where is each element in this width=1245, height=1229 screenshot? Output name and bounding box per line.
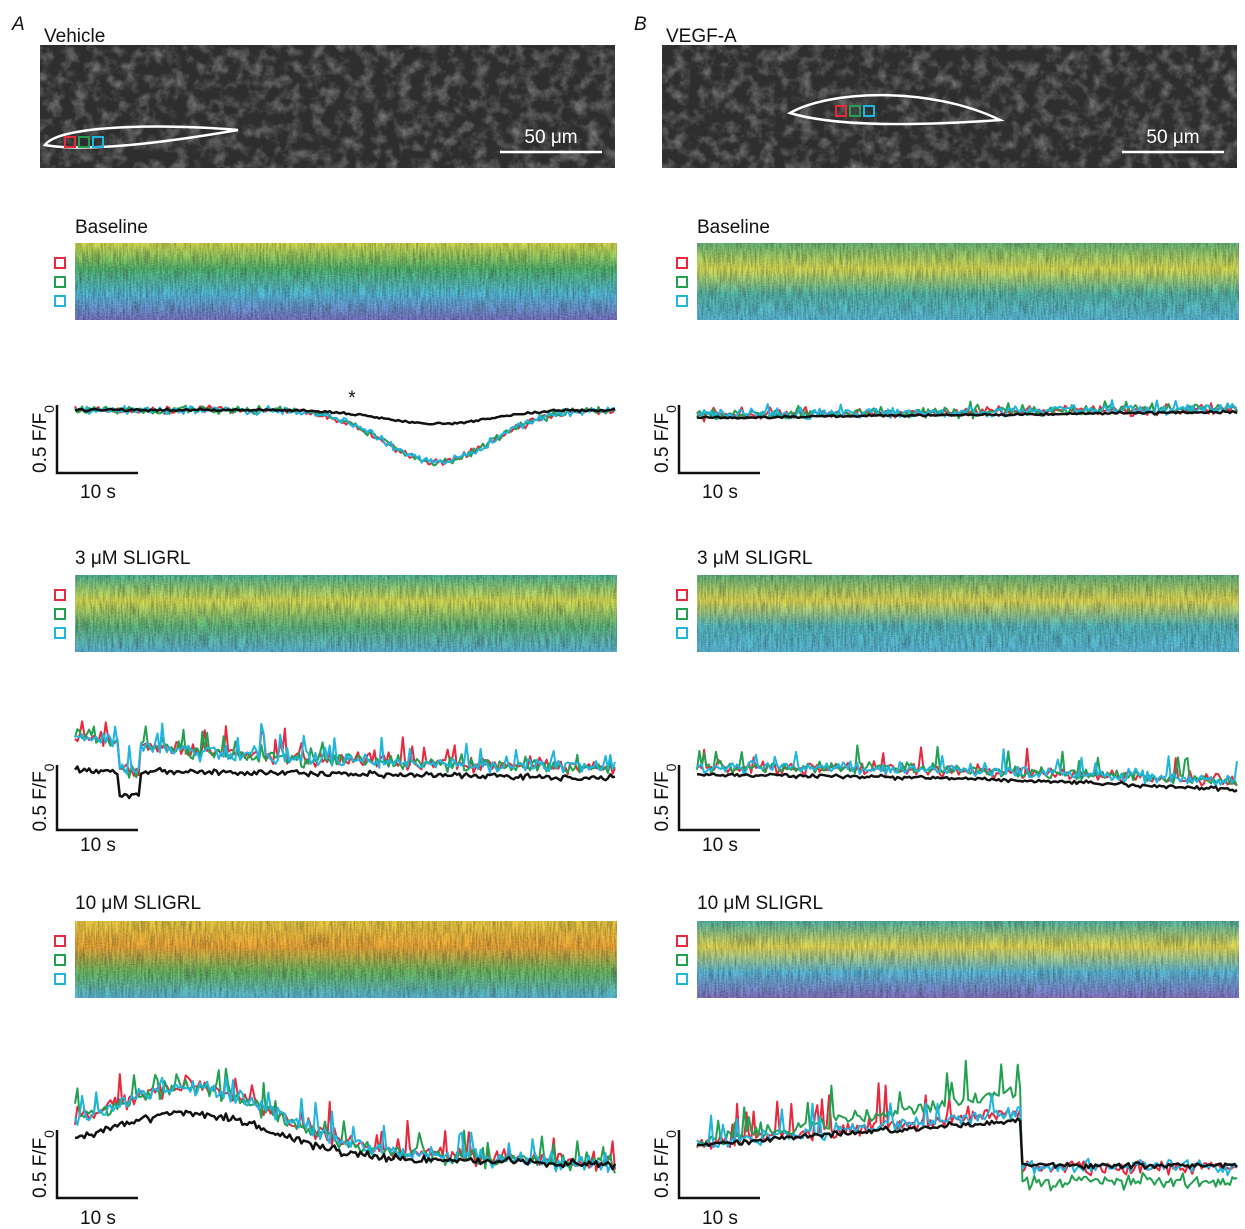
section-label: 10 μM SLIGRL	[75, 893, 201, 914]
roi-key	[676, 627, 688, 639]
y-scale-label: 0.5 F/F0	[652, 405, 679, 473]
trace	[696, 772, 1238, 793]
roi-key	[54, 627, 66, 639]
section-label: 10 μM SLIGRL	[697, 893, 823, 914]
roi-key	[676, 257, 688, 269]
kymograph-speckle	[75, 243, 617, 320]
trace	[74, 1067, 616, 1174]
roi-key	[676, 589, 688, 601]
roi-marker	[64, 136, 76, 148]
trace	[696, 1117, 1238, 1170]
y-scale-subscript: 0	[663, 405, 679, 413]
trace	[74, 1109, 617, 1171]
y-scale-label: 0.5 F/F0	[652, 763, 679, 831]
x-scale-label: 10 s	[80, 482, 116, 503]
roi-marker	[92, 136, 104, 148]
roi-key	[54, 973, 66, 985]
roi-key	[676, 608, 688, 620]
roi-key	[54, 276, 66, 288]
x-scale-label: 10 s	[702, 1208, 738, 1229]
trace-scale-bar	[55, 1130, 138, 1200]
y-scale-text: 0.5 F/F	[30, 1138, 51, 1198]
roi-marker	[835, 105, 847, 117]
roi-marker	[863, 105, 875, 117]
trace	[74, 404, 616, 465]
trace-scale-bar	[677, 1130, 760, 1200]
x-scale-label: 10 s	[702, 482, 738, 503]
trace-scale-bar	[55, 405, 138, 475]
condition-label: Vehicle	[44, 26, 105, 47]
roi-key	[676, 295, 688, 307]
panel-letter: A	[11, 14, 25, 35]
y-scale-text: 0.5 F/F	[652, 1138, 673, 1198]
roi-key	[54, 935, 66, 947]
trace-scale-bar	[55, 765, 138, 832]
trace	[74, 407, 616, 426]
trace	[696, 1082, 1238, 1177]
y-scale-text: 0.5 F/F	[30, 413, 51, 473]
kymograph-speckle	[697, 243, 1239, 320]
y-scale-subscript: 0	[663, 1130, 679, 1138]
panel-letter: B	[634, 14, 647, 35]
roi-key	[54, 954, 66, 966]
roi-marker	[849, 105, 861, 117]
roi-key	[676, 954, 688, 966]
y-scale-subscript: 0	[41, 1130, 57, 1138]
trace	[696, 409, 1238, 420]
y-scale-text: 0.5 F/F	[652, 771, 673, 831]
y-scale-label: 0.5 F/F0	[30, 763, 57, 831]
roi-key	[54, 295, 66, 307]
kymograph-speckle	[75, 575, 617, 652]
roi-key	[54, 608, 66, 620]
roi-key	[54, 257, 66, 269]
kymograph-speckle	[697, 575, 1239, 652]
trace	[696, 399, 1238, 420]
y-scale-subscript: 0	[41, 763, 57, 771]
trace	[696, 748, 1238, 787]
annotation: *	[348, 388, 356, 409]
scale-bar-label: 50 μm	[524, 127, 577, 148]
section-label: Baseline	[697, 217, 770, 238]
y-scale-label: 0.5 F/F0	[30, 1130, 57, 1198]
y-scale-label: 0.5 F/F0	[30, 405, 57, 473]
kymograph-speckle	[75, 921, 617, 998]
micrograph-texture	[662, 45, 1237, 168]
scale-bar-label: 50 μm	[1146, 127, 1199, 148]
section-label: Baseline	[75, 217, 148, 238]
roi-marker	[78, 136, 90, 148]
trace-scale-bar	[677, 405, 760, 475]
roi-key	[676, 973, 688, 985]
trace	[696, 1059, 1238, 1192]
roi-key	[54, 589, 66, 601]
y-scale-subscript: 0	[41, 405, 57, 413]
cell-outline	[786, 93, 1005, 126]
kymograph-speckle	[697, 921, 1239, 998]
condition-label: VEGF-A	[666, 26, 737, 47]
trace	[74, 765, 616, 800]
y-scale-label: 0.5 F/F0	[652, 1130, 679, 1198]
x-scale-label: 10 s	[80, 835, 116, 856]
trace	[74, 722, 616, 775]
trace-scale-bar	[677, 765, 760, 832]
roi-key	[676, 935, 688, 947]
x-scale-label: 10 s	[80, 1208, 116, 1229]
y-scale-text: 0.5 F/F	[30, 771, 51, 831]
roi-key	[676, 276, 688, 288]
y-scale-text: 0.5 F/F	[652, 413, 673, 473]
x-scale-label: 10 s	[702, 835, 738, 856]
micrograph-texture	[40, 45, 615, 168]
section-label: 3 μM SLIGRL	[697, 548, 812, 569]
section-label: 3 μM SLIGRL	[75, 548, 190, 569]
y-scale-subscript: 0	[663, 763, 679, 771]
